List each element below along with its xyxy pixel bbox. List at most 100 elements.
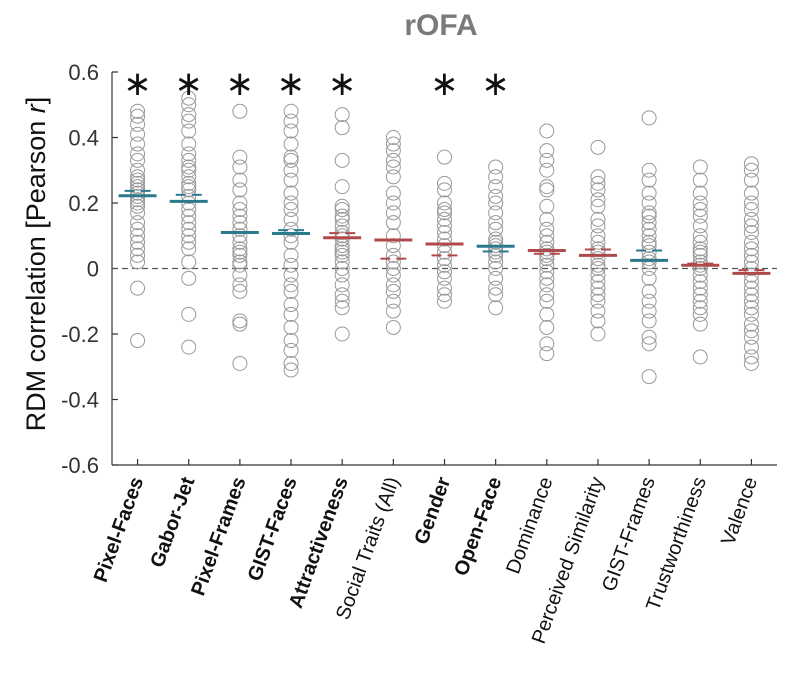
data-point <box>130 254 146 270</box>
data-point <box>590 280 606 296</box>
x-tick-label: Valence <box>717 474 762 548</box>
data-point <box>385 319 401 335</box>
data-point <box>181 188 197 204</box>
data-point <box>334 218 350 234</box>
data-point <box>743 241 759 257</box>
data-point <box>437 175 452 191</box>
data-point <box>692 159 708 175</box>
data-point <box>539 228 555 244</box>
data-point <box>743 267 759 283</box>
data-point <box>283 202 299 218</box>
data-point <box>743 156 759 172</box>
data-point <box>385 261 401 276</box>
data-point <box>590 293 606 309</box>
data-point <box>181 208 197 224</box>
data-point <box>385 159 401 175</box>
data-point <box>334 228 350 244</box>
data-point <box>641 293 657 309</box>
data-point <box>641 254 657 270</box>
data-point <box>181 254 197 270</box>
data-point <box>692 218 708 234</box>
data-point <box>232 257 248 273</box>
data-point <box>743 234 759 250</box>
data-point <box>437 149 452 165</box>
data-point <box>692 241 708 257</box>
data-point <box>283 103 299 119</box>
data-point <box>692 293 708 309</box>
data-point <box>590 267 606 283</box>
data-point <box>334 120 350 136</box>
data-point <box>488 169 504 185</box>
data-point <box>130 241 146 257</box>
data-point <box>181 234 197 250</box>
data-point <box>641 185 657 201</box>
data-point <box>181 159 197 175</box>
data-point <box>181 179 197 195</box>
data-point <box>283 185 299 201</box>
data-point <box>283 234 299 250</box>
data-point <box>181 195 197 211</box>
significance-asterisk: ∗ <box>481 64 510 104</box>
data-point <box>334 244 350 260</box>
x-tick-label: Open-Face <box>450 474 506 579</box>
x-tick-label: Dominance <box>502 474 557 577</box>
data-point <box>181 97 197 113</box>
data-point <box>743 247 759 263</box>
data-point <box>692 244 708 260</box>
data-point <box>539 244 555 260</box>
data-point <box>539 211 555 227</box>
data-point <box>437 270 452 286</box>
data-point <box>590 211 606 227</box>
data-point <box>334 152 350 168</box>
data-point <box>539 221 555 237</box>
data-point <box>283 195 299 211</box>
data-point <box>232 234 248 250</box>
data-point <box>641 172 657 188</box>
data-point <box>437 231 452 247</box>
data-point <box>539 270 555 286</box>
data-point <box>743 254 759 270</box>
data-point <box>181 146 197 162</box>
data-point <box>692 228 708 244</box>
data-point <box>232 267 248 283</box>
data-point <box>692 234 708 250</box>
y-tick-label: -0.6 <box>61 453 99 478</box>
data-point <box>539 143 555 159</box>
data-point <box>334 241 350 257</box>
data-point <box>130 169 146 185</box>
y-axis-label-variable: r <box>21 103 51 113</box>
data-point <box>130 108 146 124</box>
data-point <box>181 221 197 237</box>
data-point <box>590 326 606 342</box>
data-point <box>130 192 146 208</box>
data-point <box>283 123 299 139</box>
data-point <box>130 215 146 231</box>
data-point <box>692 274 708 290</box>
data-point <box>743 355 759 371</box>
data-point <box>437 218 452 234</box>
data-point <box>181 107 197 123</box>
data-point <box>743 339 759 355</box>
data-point <box>232 159 248 175</box>
data-point <box>130 172 146 188</box>
data-point <box>283 342 299 358</box>
data-point <box>692 306 708 322</box>
data-point <box>539 241 555 257</box>
data-point <box>385 283 401 299</box>
data-point <box>743 287 759 303</box>
data-point <box>232 208 248 224</box>
data-point <box>743 349 759 365</box>
data-point <box>539 257 555 273</box>
data-point <box>590 251 606 267</box>
data-point <box>181 113 197 129</box>
data-point <box>385 293 401 309</box>
data-point <box>232 247 248 263</box>
data-point <box>590 169 606 185</box>
data-point <box>283 362 299 378</box>
data-point <box>283 172 299 188</box>
data-point <box>641 215 657 231</box>
data-point <box>385 277 401 293</box>
data-point <box>590 261 606 276</box>
data-point <box>181 169 197 185</box>
